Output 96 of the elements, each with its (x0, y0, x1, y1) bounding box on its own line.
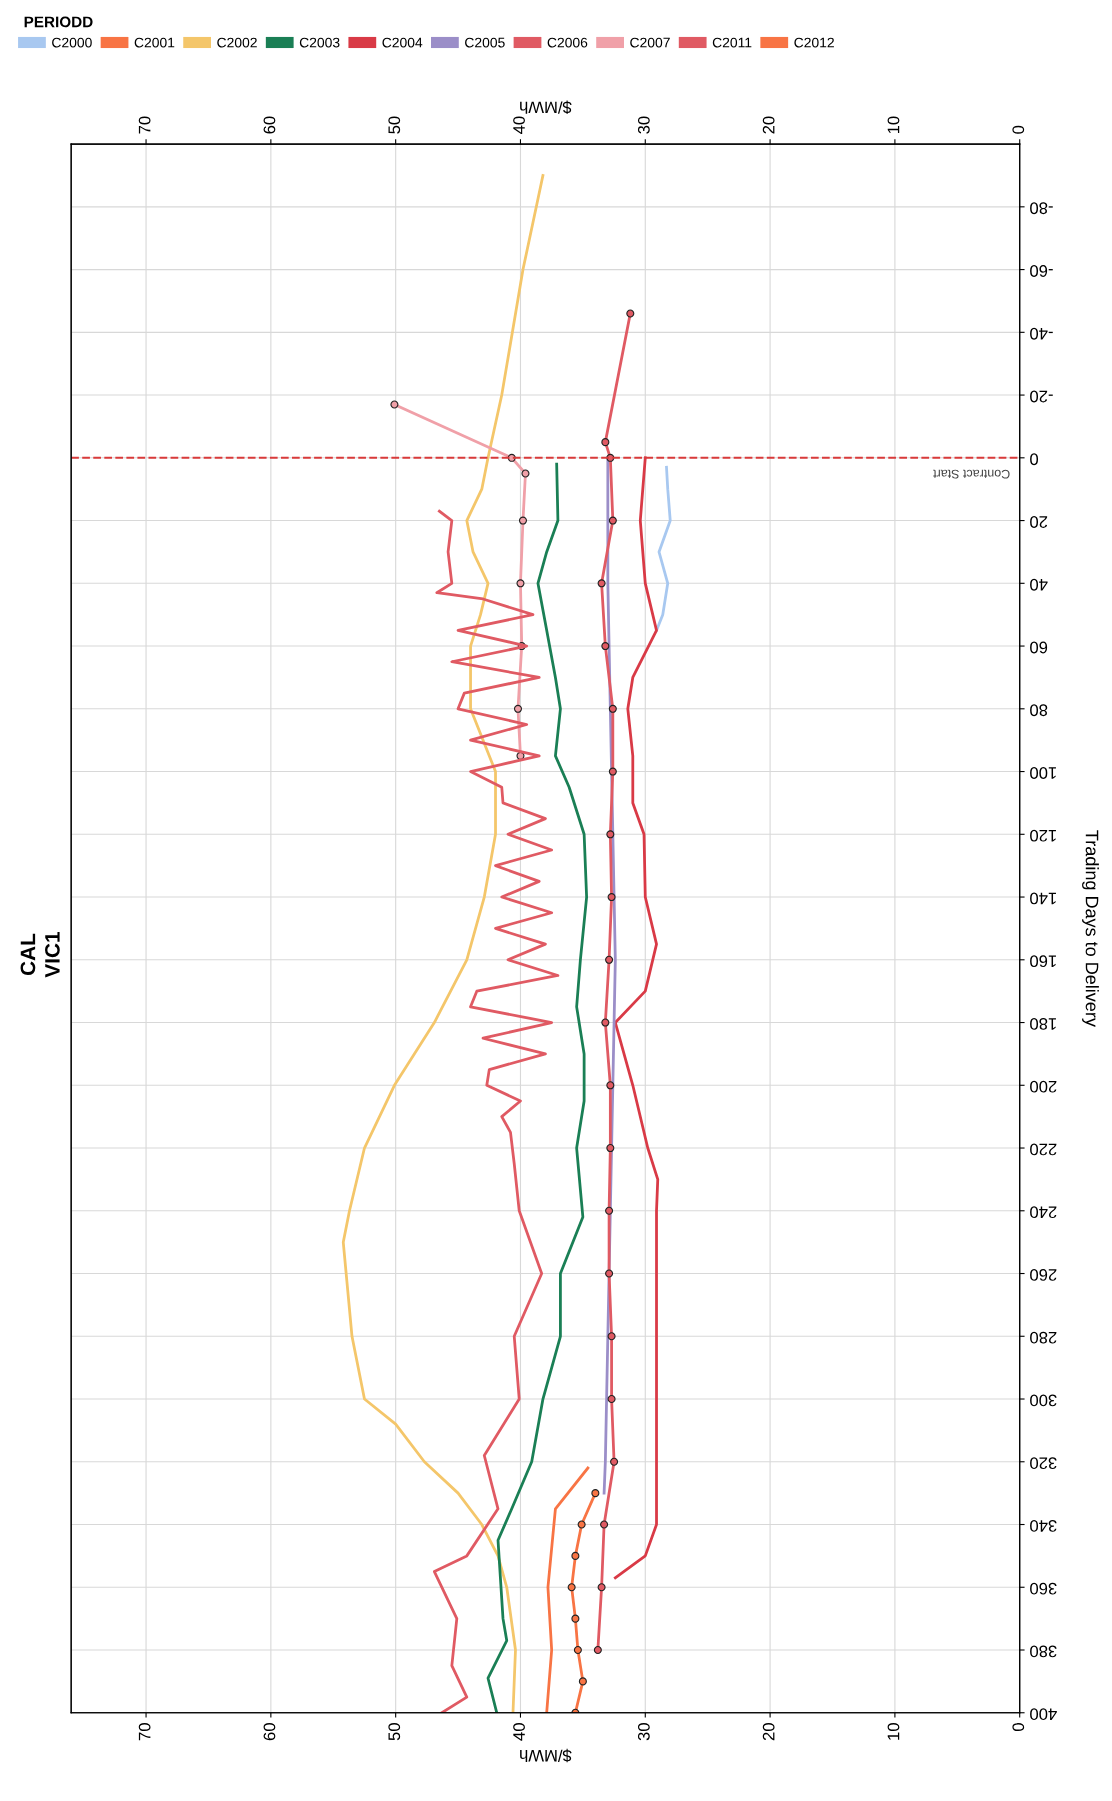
y-tick-label: 380 (1030, 1645, 1057, 1658)
y-tick-label: 400 (1030, 1708, 1057, 1721)
point (567, 1583, 576, 1592)
y-tick-label: -80 (1030, 202, 1053, 215)
y-tick-label: 260 (1030, 1269, 1057, 1281)
y-tick-label: 0 (1030, 453, 1039, 466)
x2-tick-label: 40 (513, 1723, 525, 1741)
legend-label: C2003 (299, 37, 340, 48)
y-tick-label: 60 (1030, 641, 1048, 654)
point (600, 1520, 609, 1529)
point (597, 579, 606, 588)
legend-label: C2004 (382, 37, 423, 48)
point (593, 1645, 602, 1655)
x-tick-label: 30 (637, 116, 650, 134)
text: VIC1 (45, 931, 60, 978)
point (606, 1081, 615, 1090)
point (601, 642, 610, 651)
point (518, 516, 527, 525)
x2-axis-title: $/MWh (520, 100, 572, 114)
x-tick-label: 70 (138, 116, 151, 134)
point (605, 955, 614, 964)
x-axis-title: $/MWh (520, 1748, 572, 1763)
x2-tick-label: 20 (762, 1723, 775, 1741)
x-tick-label: 40 (513, 116, 525, 134)
x2-tick-label: 60 (263, 1723, 276, 1741)
point (577, 1520, 586, 1529)
y-tick-label: 360 (1030, 1582, 1057, 1595)
legend-label: C2005 (465, 37, 505, 48)
legend-label: C2011 (712, 37, 752, 48)
point (390, 400, 399, 409)
text: CAL (20, 933, 36, 976)
ref-line-label: Contract Start (933, 469, 1010, 479)
y-tick-label: 80 (1030, 704, 1048, 717)
legend-label: C2002 (217, 37, 257, 48)
point (606, 830, 615, 839)
x2-tick-label: 30 (637, 1723, 650, 1741)
x-tick-label: 10 (887, 116, 900, 134)
legend-title: PERIODD (24, 16, 93, 28)
y-tick-label: 300 (1030, 1394, 1057, 1407)
point (601, 1018, 610, 1027)
point (608, 704, 617, 713)
legend-label: C2006 (547, 37, 588, 48)
point (605, 1206, 614, 1215)
point (516, 579, 525, 588)
legend-label: C2000 (52, 37, 92, 48)
line-series (655, 465, 672, 632)
legend-label: C2001 (134, 37, 175, 48)
x-tick-label: 60 (263, 116, 276, 134)
point (608, 516, 617, 525)
legend-label: C2012 (794, 37, 834, 48)
line-series (341, 174, 545, 1713)
y-tick-label: 240 (1030, 1206, 1057, 1219)
x2-tick-label: 70 (138, 1723, 151, 1741)
point (597, 1583, 606, 1592)
point (605, 1269, 614, 1278)
x-tick-label: 20 (762, 116, 775, 134)
y-tick-label: -20 (1030, 390, 1053, 403)
y-tick-label: -60 (1030, 265, 1053, 277)
point (626, 309, 635, 318)
line-series (545, 1466, 590, 1713)
y-tick-label: 160 (1030, 955, 1056, 968)
y-axis-title: Trading Days to Delivery (1082, 830, 1099, 1027)
y-tick-label: 200 (1030, 1080, 1057, 1093)
point (610, 1457, 619, 1466)
point (601, 438, 610, 447)
x2-tick-label: 50 (388, 1723, 401, 1741)
y-tick-label: 340 (1030, 1520, 1057, 1532)
x2-tick-label: 0 (1012, 1723, 1025, 1732)
y-tick-label: 140 (1030, 892, 1056, 905)
y-tick-label: 120 (1030, 829, 1056, 842)
y-tick-label: 320 (1030, 1457, 1057, 1470)
y-tick-label: 40 (1030, 578, 1048, 591)
point (607, 1394, 616, 1404)
y-tick-label: 20 (1030, 516, 1048, 528)
legend-label: C2007 (630, 37, 670, 48)
point (608, 767, 617, 776)
y-tick-label: 280 (1030, 1331, 1057, 1344)
line-series (486, 462, 589, 1713)
point (571, 1614, 580, 1623)
point (607, 893, 616, 902)
y-tick-label: -40 (1030, 327, 1053, 340)
point (521, 469, 530, 478)
point (513, 704, 523, 713)
x2-tick-label: 10 (887, 1723, 900, 1740)
point (607, 1332, 616, 1341)
x-tick-label: 0 (1012, 125, 1025, 134)
y-tick-label: 180 (1030, 1018, 1056, 1030)
point (591, 1489, 600, 1498)
point (606, 1144, 615, 1153)
y-tick-label: 100 (1030, 767, 1056, 779)
point (573, 1645, 582, 1655)
x-tick-label: 50 (388, 116, 401, 134)
point (571, 1551, 580, 1560)
point (578, 1677, 587, 1686)
line-series (432, 509, 560, 1713)
y-tick-label: 220 (1030, 1143, 1057, 1156)
